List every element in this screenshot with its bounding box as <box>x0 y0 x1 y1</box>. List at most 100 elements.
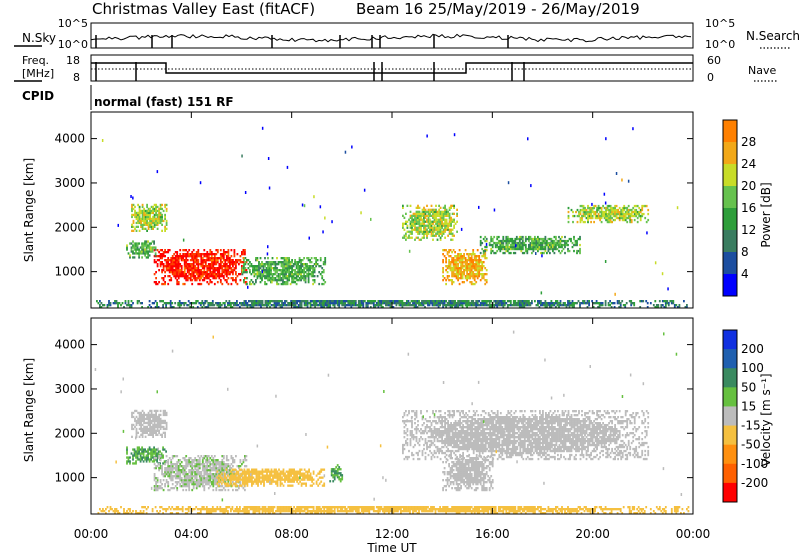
data-cell <box>276 482 279 485</box>
data-cell <box>476 249 479 252</box>
data-cell <box>457 306 459 309</box>
data-cell <box>641 214 644 218</box>
data-cell <box>479 241 482 245</box>
data-cell <box>432 238 434 241</box>
data-cell <box>678 304 681 307</box>
data-cell <box>445 249 447 252</box>
data-cell <box>319 265 322 268</box>
data-cell <box>218 483 221 486</box>
data-cell <box>262 275 265 278</box>
data-cell <box>421 224 424 227</box>
data-cell <box>249 470 252 473</box>
data-cell <box>505 239 508 243</box>
data-cell <box>189 255 192 258</box>
data-cell <box>275 304 277 307</box>
data-cell <box>248 474 250 477</box>
data-cell <box>499 302 502 305</box>
data-cell <box>255 257 257 260</box>
data-cell <box>265 271 268 274</box>
data-cell <box>194 267 197 270</box>
data-cell <box>481 261 484 264</box>
data-cell <box>430 300 432 303</box>
data-cell <box>409 214 412 217</box>
data-cell <box>162 488 165 492</box>
data-cell <box>537 241 539 245</box>
data-cell <box>503 302 506 305</box>
data-cell <box>210 281 213 284</box>
data-cell <box>437 302 440 305</box>
data-cell <box>280 279 283 282</box>
data-cell <box>155 413 157 417</box>
data-cell <box>210 253 213 256</box>
data-cell <box>183 471 186 474</box>
data-cell <box>139 252 142 255</box>
data-cell <box>411 216 413 219</box>
data-cell <box>283 259 286 262</box>
data-cell <box>223 474 226 477</box>
data-cell <box>505 235 508 239</box>
data-cell <box>203 488 206 492</box>
data-cell <box>276 271 278 274</box>
data-cell <box>150 431 153 434</box>
data-cell <box>140 223 142 226</box>
data-cell <box>170 279 173 282</box>
data-cell <box>420 212 422 215</box>
data-cell <box>162 479 165 482</box>
data-cell <box>467 259 470 262</box>
data-cell <box>306 304 309 307</box>
data-cell <box>579 249 581 253</box>
data-cell <box>158 487 160 490</box>
data-cell <box>158 457 160 460</box>
data-cell <box>297 306 300 309</box>
data-cell <box>461 261 464 264</box>
data-cell <box>171 255 174 258</box>
data-cell <box>123 306 125 309</box>
data-cell <box>143 431 145 434</box>
data-cell <box>192 277 195 280</box>
nsky-tick-bottom: 10^0 <box>58 38 88 51</box>
data-cell <box>261 304 264 307</box>
data-cell <box>612 206 615 210</box>
data-cell <box>279 275 281 278</box>
data-cell <box>470 253 473 256</box>
data-cell <box>191 255 194 258</box>
data-cell <box>579 208 582 212</box>
data-cell <box>593 206 595 210</box>
data-cell <box>200 477 203 480</box>
data-cell <box>173 467 176 470</box>
data-cell <box>223 302 226 305</box>
data-cell <box>144 215 147 219</box>
data-cell <box>164 265 166 268</box>
data-cell <box>451 275 453 278</box>
data-cell <box>164 419 166 423</box>
data-cell <box>197 249 200 252</box>
data-cell <box>372 306 375 309</box>
data-cell <box>263 482 265 485</box>
data-cell <box>458 249 461 252</box>
data-cell <box>141 246 143 249</box>
data-cell <box>294 263 296 266</box>
data-cell <box>303 275 305 278</box>
data-cell <box>270 304 273 307</box>
data-cell <box>461 271 464 274</box>
data-cell <box>246 304 249 307</box>
data-cell <box>303 279 305 282</box>
data-cell <box>159 417 162 421</box>
noise-point <box>493 208 496 212</box>
data-cell <box>216 304 219 307</box>
data-cell <box>156 213 159 217</box>
data-cell <box>423 230 425 233</box>
data-cell <box>155 477 157 480</box>
data-cell <box>162 265 165 268</box>
data-cell <box>167 467 170 470</box>
data-cell <box>179 469 182 472</box>
data-cell <box>206 475 209 478</box>
data-cell <box>565 243 568 247</box>
data-cell <box>260 472 262 475</box>
data-cell <box>593 212 595 216</box>
data-cell <box>230 474 232 477</box>
data-cell <box>146 431 148 434</box>
data-cell <box>312 267 314 270</box>
data-cell <box>152 419 154 423</box>
data-cell <box>222 475 225 478</box>
